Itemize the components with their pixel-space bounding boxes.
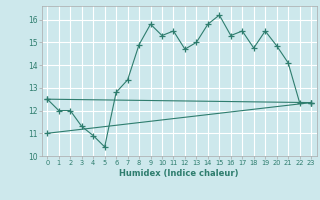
X-axis label: Humidex (Indice chaleur): Humidex (Indice chaleur)	[119, 169, 239, 178]
